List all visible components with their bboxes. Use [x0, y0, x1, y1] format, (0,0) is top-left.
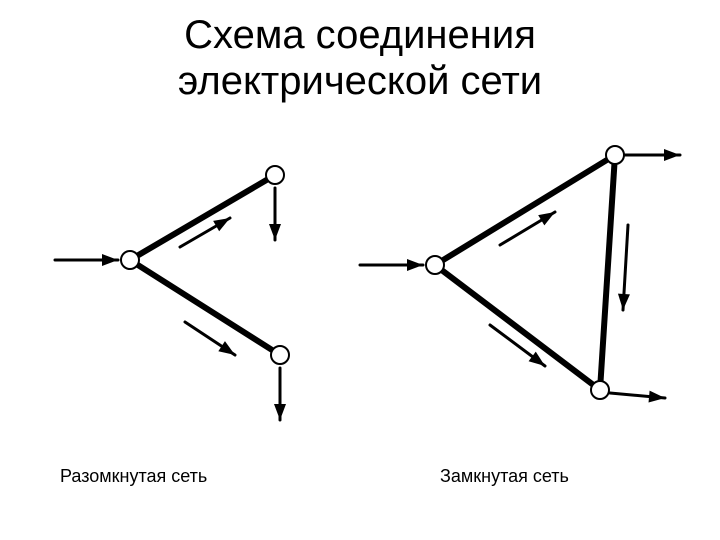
caption-closed-network: Замкнутая сеть: [440, 466, 569, 487]
slide: Схема соединения электрической сети Разо…: [0, 0, 720, 540]
diagram-canvas: [0, 0, 720, 540]
caption-open-network: Разомкнутая сеть: [60, 466, 207, 487]
